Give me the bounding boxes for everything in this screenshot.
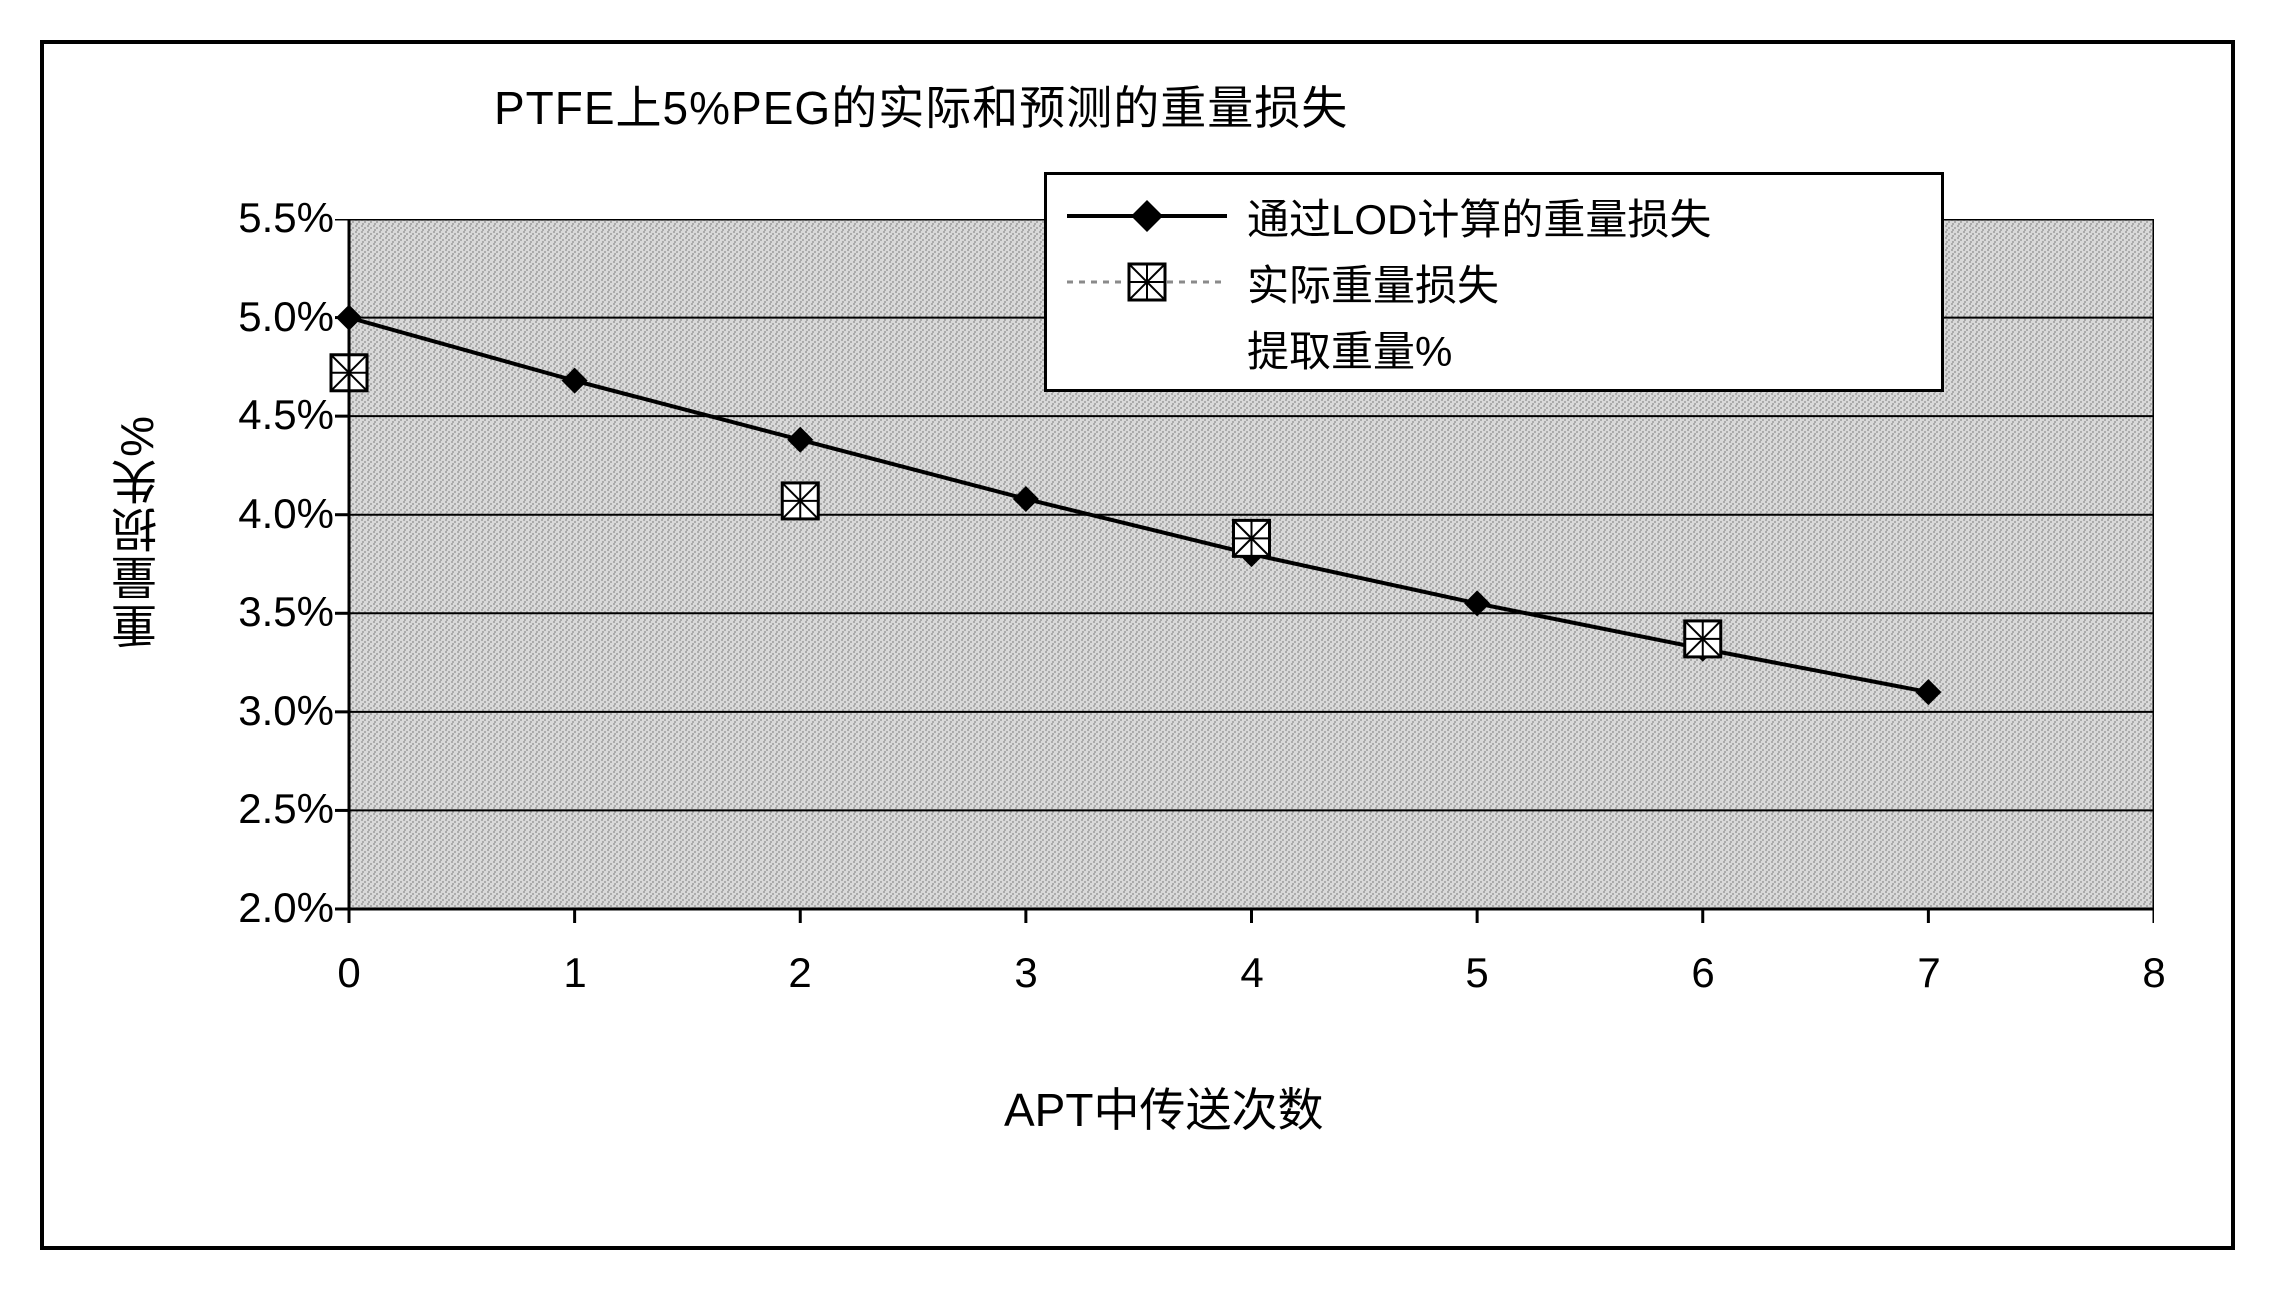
legend: 通过LOD计算的重量损失 实际重量损失 提取重量%	[1044, 172, 1944, 392]
ytick-2-0: 2.0%	[194, 884, 334, 932]
legend-label-lod: 通过LOD计算的重量损失	[1247, 186, 1711, 247]
xtick-2: 2	[770, 949, 830, 997]
xtick-4: 4	[1222, 949, 1282, 997]
legend-row-lod: 通过LOD计算的重量损失	[1067, 183, 1921, 249]
legend-label-actual: 实际重量损失	[1247, 252, 1499, 313]
legend-label-extract: 提取重量%	[1247, 318, 1452, 379]
xtick-3: 3	[996, 949, 1056, 997]
xtick-6: 6	[1673, 949, 1733, 997]
xtick-8: 8	[2124, 949, 2184, 997]
legend-row-extract: 提取重量%	[1067, 315, 1921, 381]
x-axis-label: APT中传送次数	[1004, 1074, 1323, 1140]
legend-sample-line-diamond	[1067, 191, 1227, 241]
y-axis-label: 重量损失%	[104, 414, 170, 649]
ytick-5-5: 5.5%	[194, 194, 334, 242]
chart-title: PTFE上5%PEG的实际和预测的重量损失	[494, 72, 1348, 138]
ytick-3-5: 3.5%	[194, 588, 334, 636]
xtick-0: 0	[319, 949, 379, 997]
ytick-2-5: 2.5%	[194, 785, 334, 833]
legend-row-actual: 实际重量损失	[1067, 249, 1921, 315]
ytick-4-0: 4.0%	[194, 490, 334, 538]
xtick-1: 1	[545, 949, 605, 997]
xtick-7: 7	[1899, 949, 1959, 997]
chart-frame: PTFE上5%PEG的实际和预测的重量损失 重量损失% APT中传送次数 5.5…	[40, 40, 2235, 1250]
ytick-3-0: 3.0%	[194, 687, 334, 735]
ytick-5-0: 5.0%	[194, 293, 334, 341]
legend-sample-empty	[1067, 323, 1227, 373]
xtick-5: 5	[1447, 949, 1507, 997]
ytick-4-5: 4.5%	[194, 391, 334, 439]
legend-sample-square-hatched	[1067, 257, 1227, 307]
